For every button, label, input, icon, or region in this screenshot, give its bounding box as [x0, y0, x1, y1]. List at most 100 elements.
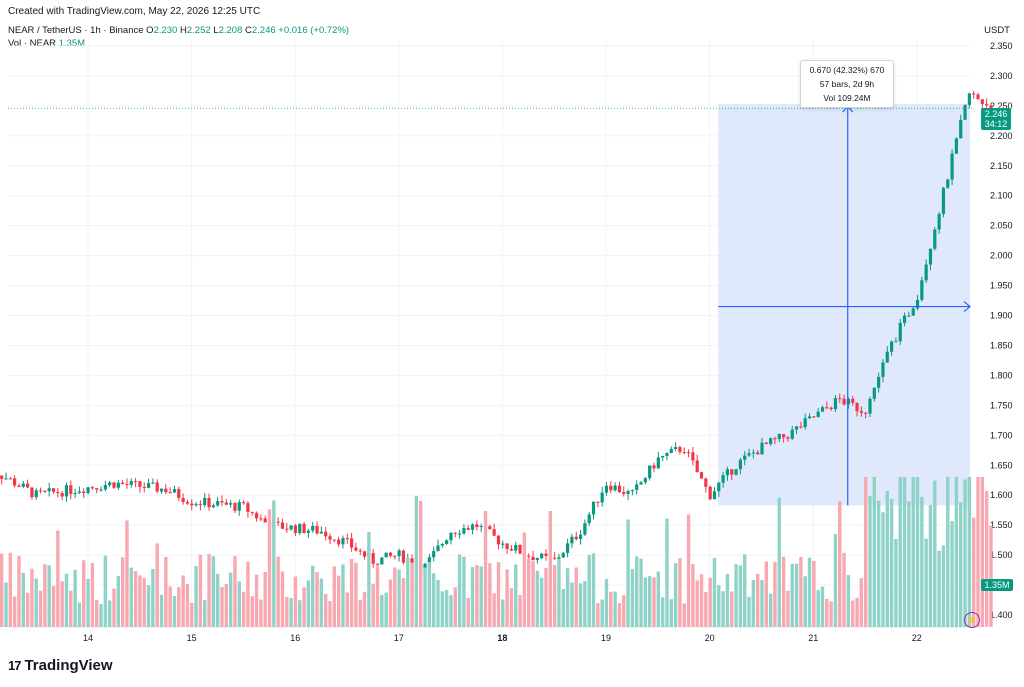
bar-countdown: 34:12 [984, 119, 1008, 129]
volume-bar [341, 564, 345, 627]
volume-bar [937, 550, 941, 627]
open-label: O [146, 25, 154, 36]
volume-bar [211, 556, 216, 627]
candle-body [427, 557, 431, 564]
volume-bar [371, 583, 375, 627]
lightning-icon[interactable]: ⚡ [964, 612, 980, 628]
candle-body [384, 552, 388, 558]
volume-bar [354, 562, 358, 627]
candle-body [401, 550, 406, 563]
volume-bar [263, 571, 267, 627]
candle-body [717, 482, 721, 492]
volume-bar [695, 580, 699, 627]
volume-bar [743, 554, 747, 627]
candle-body [311, 525, 315, 531]
candle-body [617, 485, 622, 493]
volume-bar [159, 594, 164, 627]
volume-bar [466, 597, 470, 627]
volume-bar [25, 592, 30, 627]
volume-bar [431, 573, 436, 627]
volume-bar [647, 576, 652, 627]
candle-body [890, 341, 894, 352]
candle-body [358, 550, 362, 552]
volume-bar [259, 599, 263, 627]
ohlc-row: NEAR / TetherUS · 1h · Binance O2.230 H2… [8, 24, 349, 37]
candle-body [142, 486, 146, 488]
candle-body [449, 532, 453, 541]
volume-bar [881, 512, 885, 627]
volume-bar [609, 591, 613, 627]
y-tick-label: 1.950 [990, 281, 1013, 291]
candle-body [198, 504, 202, 506]
candle-body [799, 426, 803, 428]
symbol-label[interactable]: NEAR / TetherUS · 1h · Binance [8, 25, 144, 36]
candle-body [21, 483, 25, 487]
volume-bar [898, 477, 902, 627]
candle-body [95, 488, 99, 490]
created-caption: Created with TradingView.com, May 22, 20… [8, 6, 261, 17]
candle-body [946, 179, 950, 188]
y-tick-label: 2.200 [990, 131, 1013, 141]
candle-body [134, 481, 138, 483]
volume-bar [708, 577, 712, 627]
volume-bar [902, 477, 907, 627]
measure-bars: 57 bars, 2d 9h [819, 79, 875, 89]
candle-body [544, 553, 548, 556]
volume-bar [872, 477, 877, 627]
candle-body [600, 492, 604, 503]
volume-bar [691, 564, 695, 627]
candle-body [583, 523, 587, 535]
candle-body [937, 213, 941, 230]
y-tick-label: 2.350 [990, 41, 1013, 51]
volume-bar [233, 556, 237, 627]
candle-body [630, 490, 634, 492]
candle-body [151, 482, 155, 484]
volume-bar [959, 502, 963, 627]
volume-bar [639, 558, 643, 627]
volume-bar [928, 504, 933, 627]
volume-bar [120, 557, 125, 627]
candle-body [60, 493, 64, 497]
close-label: C [245, 25, 252, 36]
candle-body [531, 556, 535, 561]
volume-bar [267, 509, 272, 627]
candle-body [894, 341, 898, 343]
candle-body [475, 524, 479, 528]
candle-body [4, 478, 8, 480]
volume-bar [298, 600, 302, 627]
volume-bar [64, 573, 69, 627]
candle-body [211, 505, 215, 508]
candle-body [445, 540, 449, 544]
volume-bar [77, 602, 82, 627]
measure-volume: Vol 109.24M [823, 93, 871, 103]
volume-label[interactable]: Vol · NEAR [8, 38, 57, 49]
volume-bar [306, 580, 311, 627]
volume-bar [246, 561, 250, 627]
candle-body [51, 488, 56, 492]
volume-bar [237, 581, 241, 627]
candle-body [725, 469, 730, 476]
candle-body [220, 501, 224, 503]
candle-body [639, 482, 643, 485]
candle-body [678, 447, 682, 452]
volume-bar [790, 563, 794, 627]
measure-range-box [718, 104, 970, 506]
candle-body [0, 475, 4, 479]
volume-bar [570, 582, 574, 627]
volume-bar [963, 479, 967, 627]
volume-bar [440, 591, 445, 627]
volume-bar [155, 543, 159, 627]
candle-body [825, 407, 829, 409]
candle-body [790, 429, 794, 439]
volume-bar [194, 566, 198, 627]
y-tick-label: 1.800 [990, 370, 1013, 380]
volume-bar [285, 596, 289, 627]
candle-body [207, 497, 211, 508]
tradingview-logo[interactable]: 17 TradingView [8, 657, 113, 674]
volume-bar [768, 593, 773, 627]
candle-body [345, 538, 349, 540]
candle-body [436, 545, 440, 552]
volume-bar [630, 569, 635, 627]
volume-bar [535, 570, 540, 627]
